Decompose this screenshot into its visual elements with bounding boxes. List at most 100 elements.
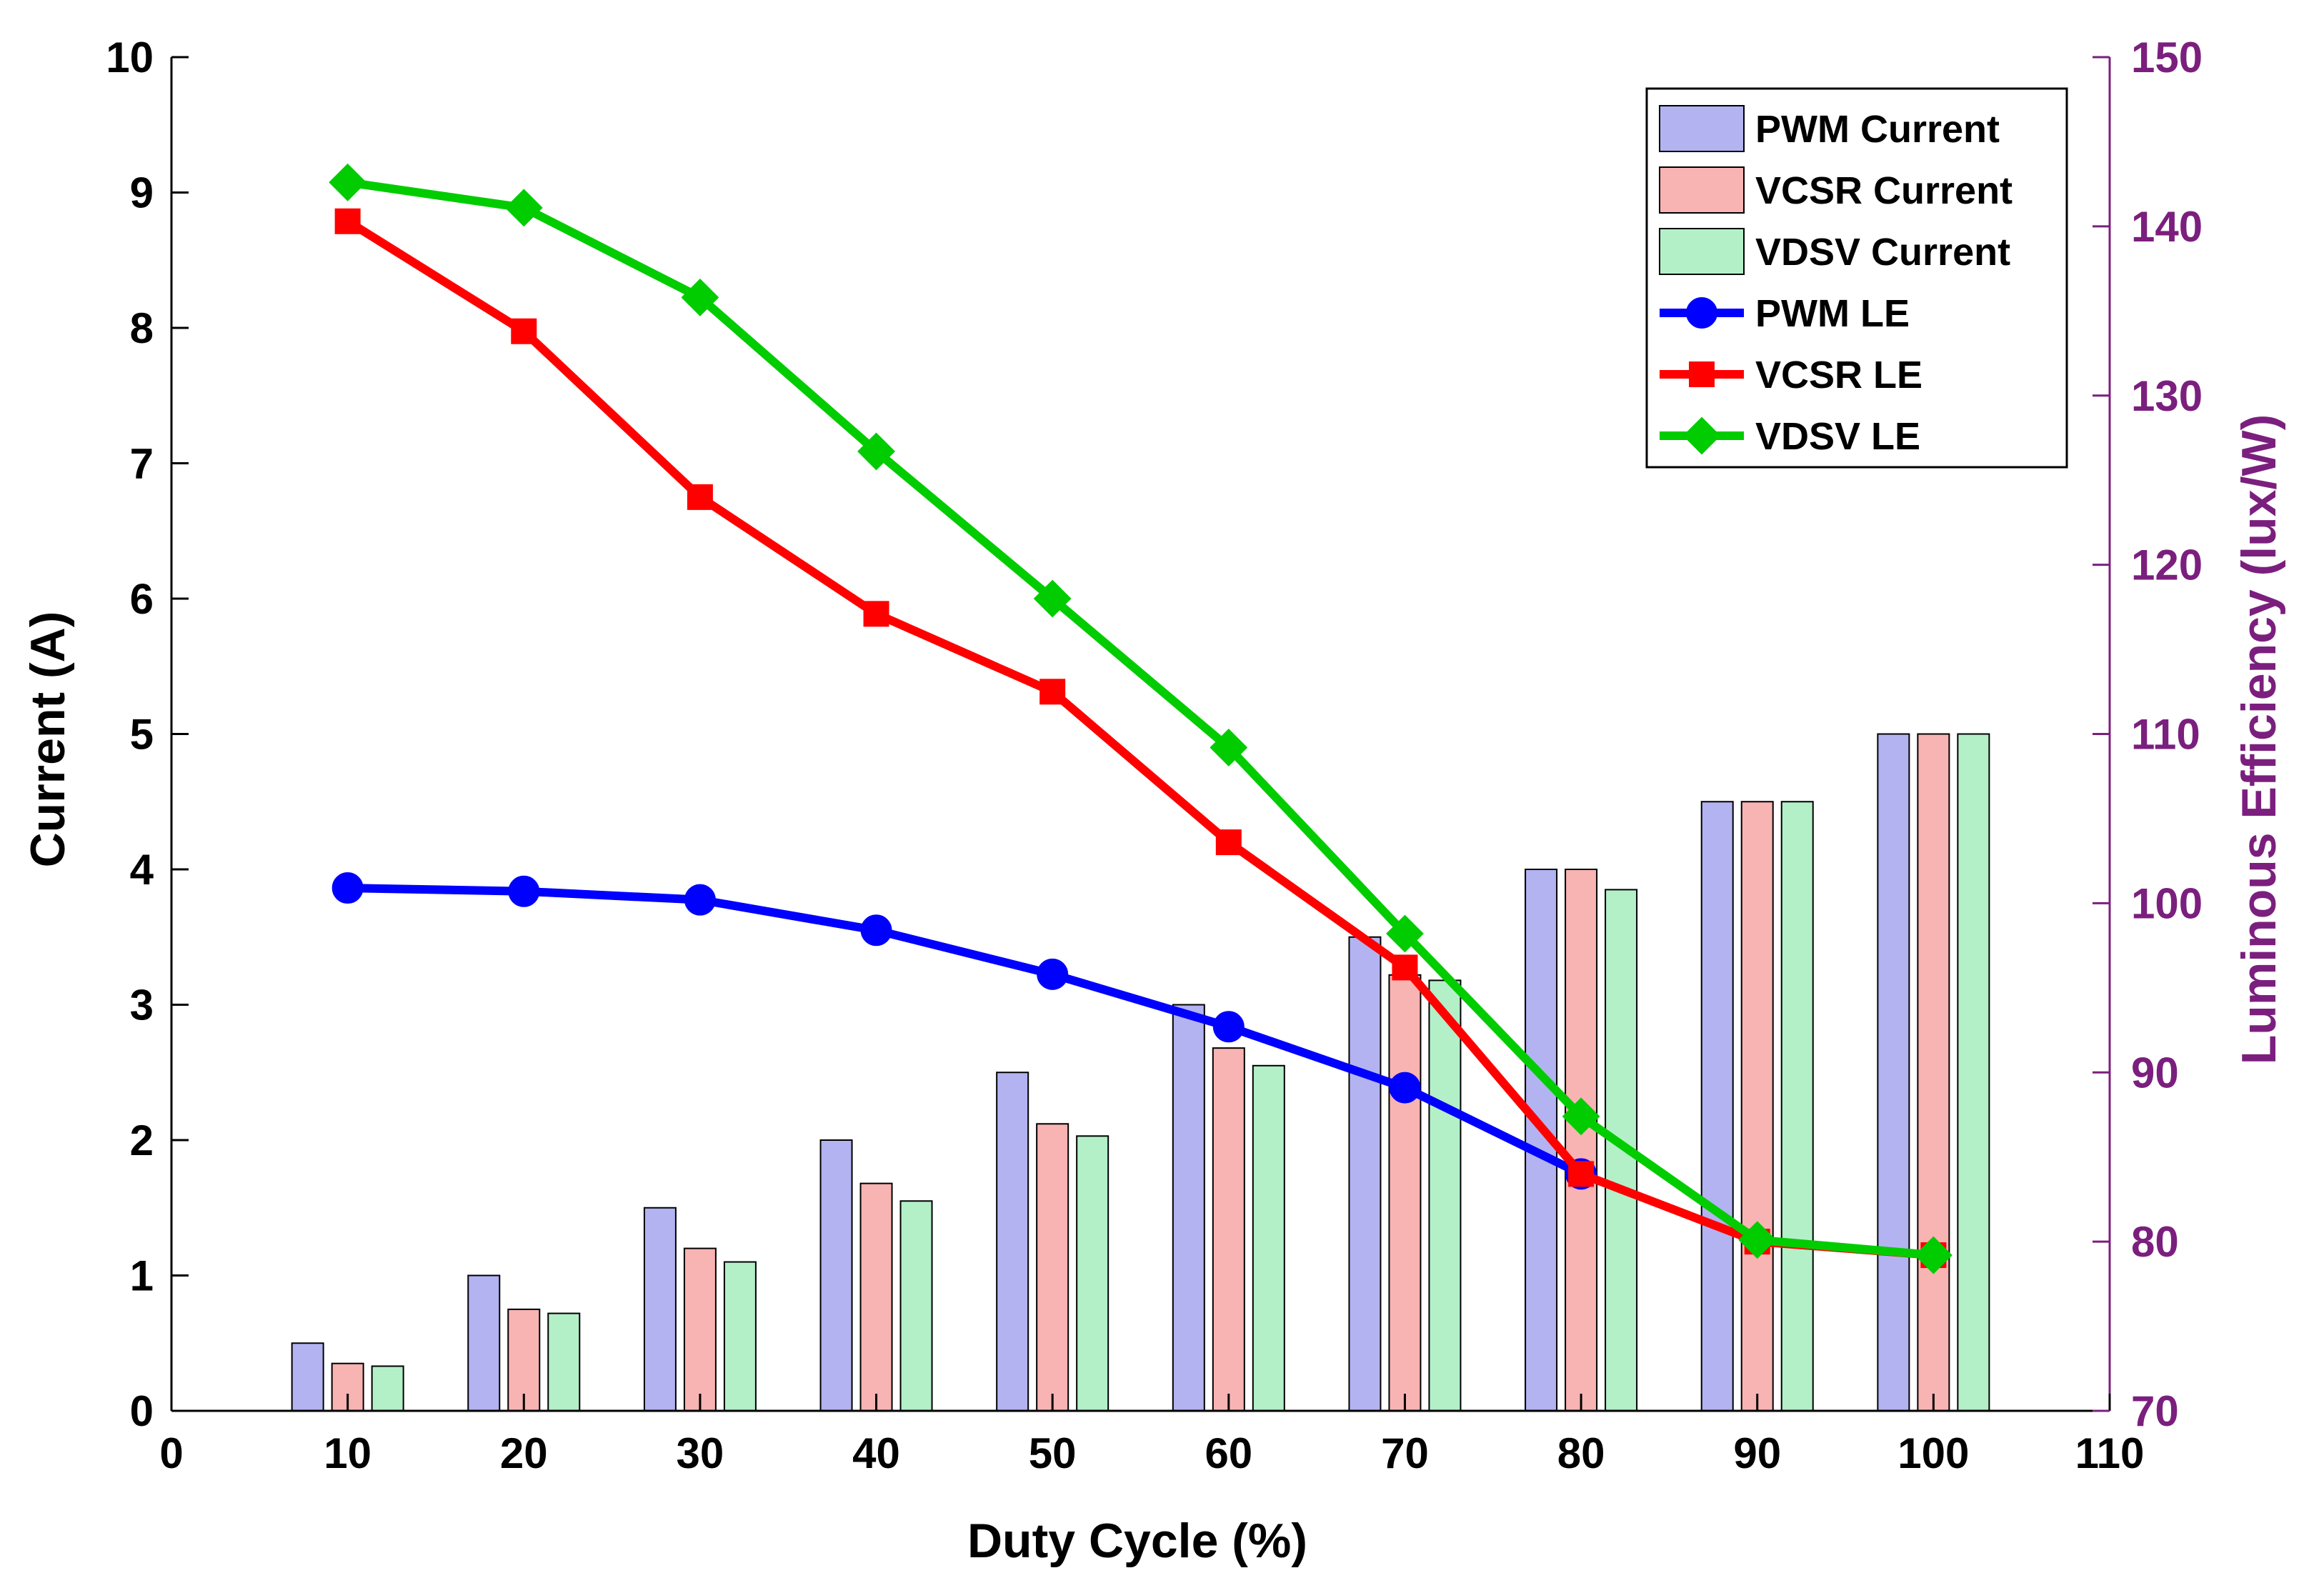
legend-label-vdsv-current: VDSV Current (1755, 231, 2010, 274)
marker-vdsv-le-40 (857, 432, 895, 471)
marker-vdsv-le-20 (504, 189, 543, 227)
marker-vcsr-le-50 (1039, 679, 1066, 705)
y-left-tick-label-2: 2 (130, 1117, 154, 1164)
x-tick-label-50: 50 (1029, 1429, 1077, 1477)
marker-vcsr-le-60 (1215, 829, 1242, 856)
x-tick-label-60: 60 (1205, 1429, 1252, 1477)
bar-vdsv-current-50 (1076, 1135, 1109, 1412)
bar-vdsv-current-20 (547, 1312, 581, 1412)
y-right-tick-label-110: 110 (2131, 711, 2200, 759)
legend-swatch-vdsv-current (1659, 228, 1745, 275)
y-right-tick-label-70: 70 (2131, 1387, 2179, 1435)
bar-pwm-current-50 (996, 1072, 1029, 1412)
marker-pwm-le-20 (508, 875, 540, 907)
bar-pwm-current-60 (1172, 1004, 1205, 1412)
marker-pwm-le-40 (860, 914, 892, 947)
bar-pwm-current-40 (819, 1139, 853, 1412)
bar-pwm-current-20 (467, 1274, 501, 1412)
x-tick-label-40: 40 (852, 1429, 900, 1477)
bar-vdsv-current-100 (1957, 733, 1990, 1412)
line-pwm-le (343, 884, 1586, 1179)
y-left-tick-label-3: 3 (130, 982, 154, 1029)
line-vcsr-le (343, 216, 1938, 1260)
legend-label-pwm-le: PWM LE (1755, 292, 1910, 335)
y-left-tick-label-4: 4 (130, 846, 154, 894)
bar-vdsv-current-90 (1780, 801, 1814, 1412)
x-tick-label-0: 0 (159, 1429, 183, 1477)
y-left-tick-label-9: 9 (130, 169, 154, 217)
x-tick-label-70: 70 (1381, 1429, 1429, 1477)
bar-vcsr-current-60 (1212, 1047, 1245, 1412)
marker-vcsr-le-30 (687, 484, 713, 510)
y-left-tick-label-5: 5 (130, 711, 154, 759)
bar-pwm-current-70 (1348, 936, 1382, 1412)
y-right-tick-label-100: 100 (2131, 879, 2203, 927)
marker-vdsv-le-90 (1738, 1221, 1777, 1259)
y-left-tick-label-1: 1 (130, 1252, 154, 1300)
line-vdsv-le (343, 178, 1938, 1260)
y-left-tick-label-0: 0 (130, 1387, 154, 1435)
marker-vcsr-le-10 (334, 208, 361, 234)
bar-pwm-current-30 (643, 1207, 677, 1412)
y-left-tick-label-10: 10 (106, 34, 154, 81)
bar-vcsr-current-50 (1036, 1123, 1069, 1412)
bar-vdsv-current-10 (371, 1365, 404, 1412)
y-right-tick-label-150: 150 (2131, 34, 2203, 81)
x-tick-label-30: 30 (677, 1429, 724, 1477)
bar-pwm-current-100 (1877, 733, 1910, 1412)
x-tick-label-20: 20 (500, 1429, 548, 1477)
y-left-tick-label-8: 8 (130, 304, 154, 352)
bars-layer (291, 733, 1990, 1412)
marker-vdsv-le-100 (1914, 1236, 1953, 1274)
marker-vdsv-le-50 (1033, 579, 1072, 618)
legend-marker-vdsv-le (1682, 416, 1721, 455)
bar-vcsr-current-40 (859, 1182, 893, 1412)
x-tick-label-90: 90 (1733, 1429, 1781, 1477)
x-tick-label-80: 80 (1557, 1429, 1605, 1477)
bar-vdsv-current-60 (1252, 1064, 1285, 1412)
marker-vdsv-le-30 (681, 278, 719, 316)
legend: PWM Current VCSR Current VDSV Current PWM L… (1645, 87, 2068, 469)
y-right-tick-label-80: 80 (2131, 1218, 2179, 1266)
bar-vcsr-current-30 (683, 1247, 717, 1412)
marker-vcsr-le-20 (511, 318, 537, 344)
bar-vcsr-current-80 (1565, 869, 1598, 1412)
marker-pwm-le-70 (1389, 1072, 1421, 1104)
marker-pwm-le-10 (331, 872, 364, 904)
legend-label-vdsv-le: VDSV LE (1755, 415, 1920, 458)
x-tick-label-110: 110 (2075, 1429, 2145, 1477)
bar-vdsv-current-70 (1428, 979, 1462, 1412)
legend-label-pwm-current: PWM Current (1755, 108, 2000, 151)
marker-pwm-le-30 (684, 884, 716, 916)
legend-label-vcsr-le: VCSR LE (1755, 354, 1922, 396)
y-right-tick-label-140: 140 (2131, 203, 2203, 251)
bar-vcsr-current-70 (1388, 974, 1422, 1412)
bar-vdsv-current-40 (899, 1200, 933, 1412)
axes-layer: 0 10 20 30 40 50 60 70 80 90 100 110 0 1 2 3 4 5 6 7 8 9 10 70 8… (106, 34, 2203, 1477)
y-left-tick-label-6: 6 (130, 575, 154, 623)
marker-vdsv-le-80 (1562, 1097, 1600, 1136)
marker-vcsr-le-70 (1392, 954, 1418, 981)
bar-vdsv-current-30 (723, 1261, 757, 1412)
bar-vcsr-current-90 (1740, 801, 1774, 1412)
y-left-tick-label-7: 7 (130, 440, 154, 488)
legend-swatch-vcsr-current (1659, 166, 1745, 214)
y-axis-left-title: Current (A) (21, 611, 75, 868)
x-tick-label-100: 100 (1897, 1429, 1969, 1477)
bar-pwm-current-90 (1700, 801, 1734, 1412)
y-axis-right-title: Luminous Efficiency (lux/W) (2232, 414, 2286, 1065)
marker-vdsv-le-10 (329, 163, 367, 201)
y-right-tick-label-90: 90 (2131, 1049, 2179, 1097)
marker-vdsv-le-60 (1210, 729, 1248, 766)
legend-marker-pwm-le (1686, 297, 1717, 329)
bar-pwm-current-10 (291, 1342, 324, 1412)
marker-vcsr-le-80 (1568, 1161, 1595, 1187)
marker-vdsv-le-70 (1386, 914, 1424, 953)
y-right-tick-label-120: 120 (2131, 541, 2203, 589)
legend-marker-vcsr-le (1689, 361, 1715, 387)
x-tick-label-10: 10 (324, 1429, 371, 1477)
x-axis-title: Duty Cycle (%) (967, 1514, 1307, 1568)
legend-label-vcsr-current: VCSR Current (1755, 169, 2013, 212)
marker-pwm-le-50 (1037, 958, 1069, 990)
